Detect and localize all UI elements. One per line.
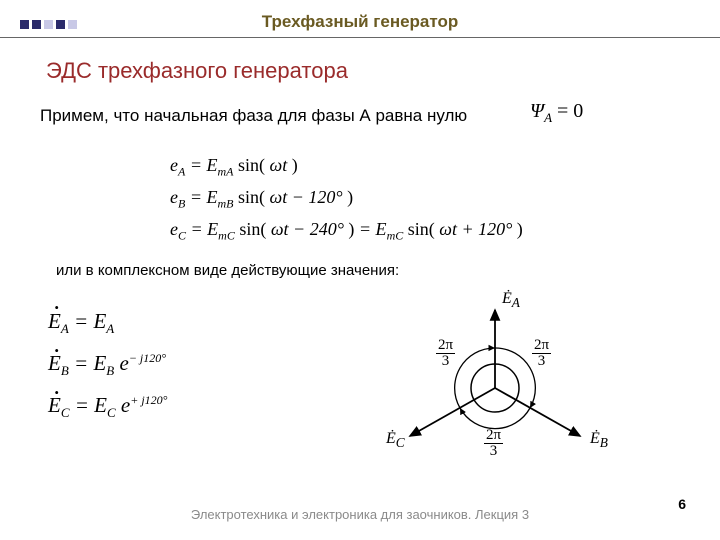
complex-intro: или в комплексном виде действующие значе… <box>56 262 399 279</box>
angle-frac-1: 2π3 <box>436 338 455 369</box>
label-EB: ĖB <box>590 430 608 451</box>
eq-row: EC = EC e+ j120° <box>48 384 167 426</box>
psi-sub: A <box>544 110 552 125</box>
label-EA: ĖA <box>502 290 520 311</box>
psi-symbol: Ψ <box>530 100 544 122</box>
complex-equations: EA = EA EB = EB e− j120° EC = EC e+ j120… <box>48 300 167 427</box>
psi-equation: ΨA = 0 <box>530 100 583 126</box>
eq-row: eC = EmC sin( ωt − 240° ) = EmC sin( ωt … <box>170 214 523 246</box>
eq-row: eA = EmA sin( ωt ) <box>170 150 523 182</box>
angle-frac-3: 2π3 <box>484 428 503 459</box>
eq-row: EB = EB e− j120° <box>48 342 167 384</box>
footer-text: Электротехника и электроника для заочник… <box>0 507 720 522</box>
phasor-diagram: ĖA ĖB ĖC 2π3 2π3 2π3 <box>380 288 640 478</box>
chapter-title: Трехфазный генератор <box>0 12 720 32</box>
divider <box>0 37 720 38</box>
intro-text: Примем, что начальная фаза для фазы А ра… <box>40 106 467 126</box>
eq-row: EA = EA <box>48 300 167 342</box>
psi-rhs: = 0 <box>557 100 583 122</box>
time-equations: eA = EmA sin( ωt ) eB = EmB sin( ωt − 12… <box>170 150 523 246</box>
label-EC: ĖC <box>386 430 405 451</box>
angle-frac-2: 2π3 <box>532 338 551 369</box>
slide-title: ЭДС трехфазного генератора <box>46 58 348 84</box>
eq-row: eB = EmB sin( ωt − 120° ) <box>170 182 523 214</box>
page-number: 6 <box>678 496 686 512</box>
